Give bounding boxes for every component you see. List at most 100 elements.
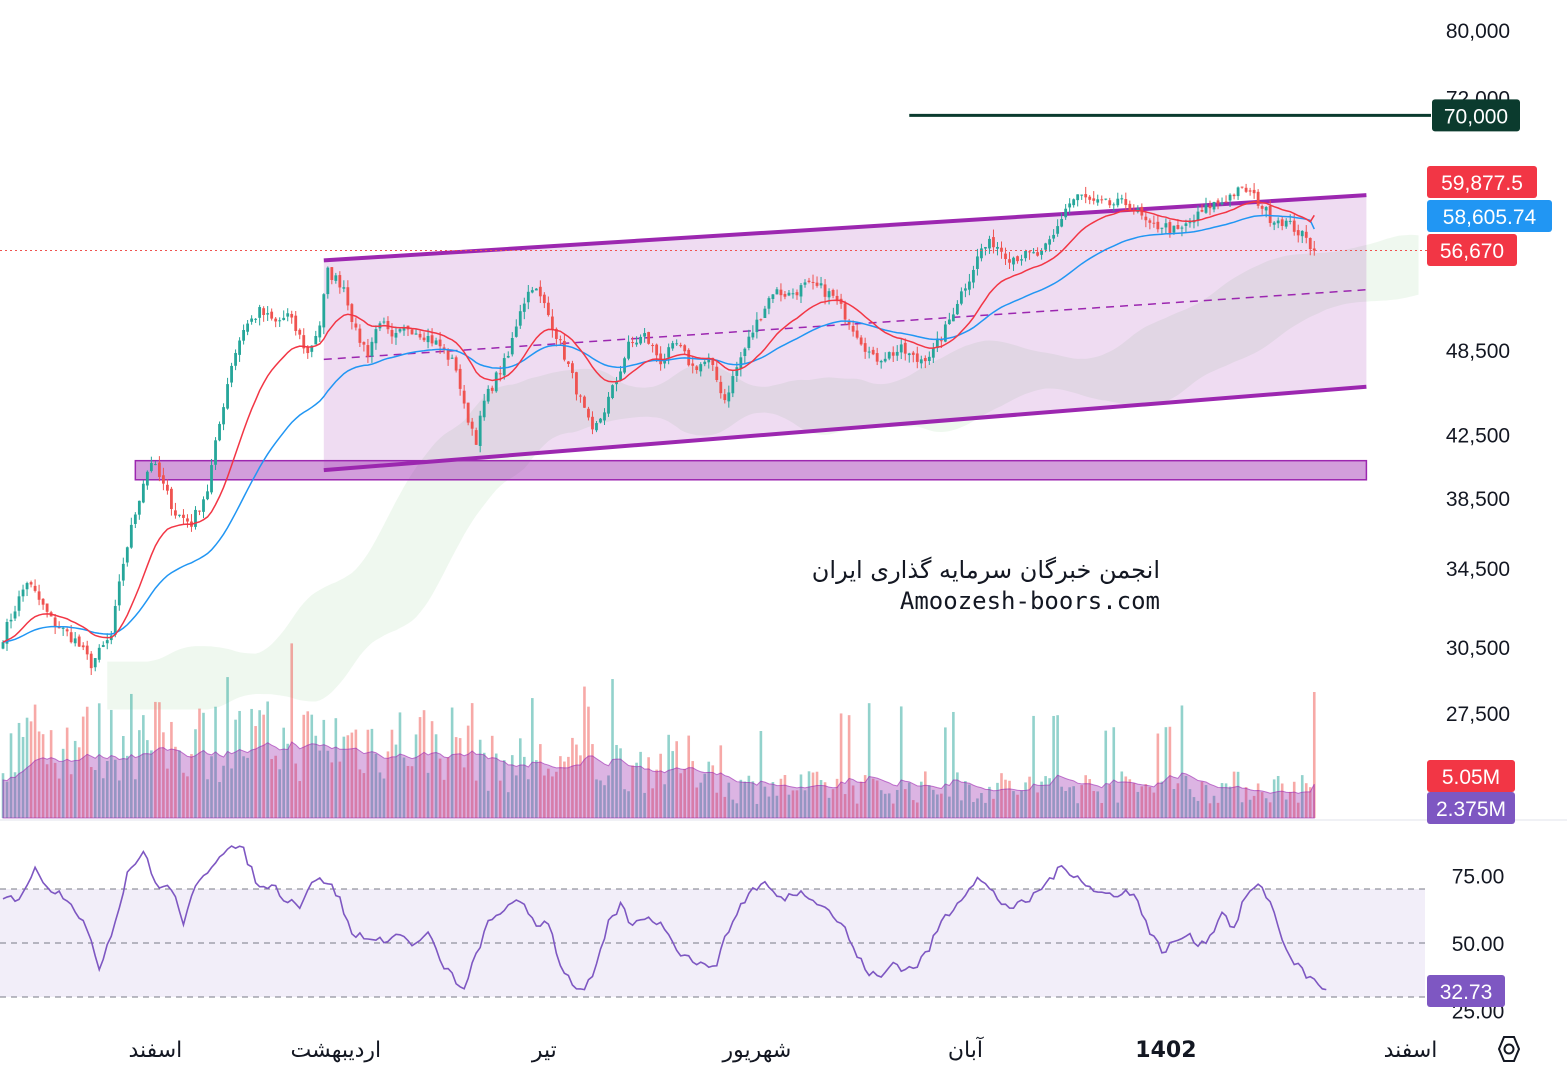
volume-bar — [130, 693, 133, 818]
candle-body — [318, 325, 322, 338]
volume-bar — [1016, 794, 1019, 818]
volume-bar — [651, 788, 654, 818]
candle-body — [667, 347, 671, 358]
volume-bar — [338, 761, 342, 818]
candle-body — [1208, 205, 1212, 209]
volume-bar — [1276, 775, 1280, 818]
candle-body — [799, 285, 803, 297]
volume-bar — [190, 754, 193, 818]
candle-body — [699, 364, 703, 372]
candle-body — [398, 329, 402, 332]
volume-bar — [1088, 779, 1092, 818]
volume-bar — [1148, 787, 1152, 818]
candle-body — [955, 303, 959, 315]
candle-body — [145, 471, 149, 486]
volume-bar — [867, 703, 871, 818]
volume-bar — [398, 712, 402, 818]
candle-body — [162, 475, 165, 484]
volume-bar — [498, 780, 502, 818]
candle-body — [1068, 203, 1072, 208]
candle-body — [1076, 194, 1080, 201]
candle-body — [627, 341, 630, 359]
volume-bar — [847, 715, 851, 818]
candle-body — [1080, 194, 1084, 196]
candle-body — [366, 345, 370, 357]
candle-body — [1268, 206, 1272, 223]
volume-bar — [342, 736, 346, 818]
badge-ema-fast-label: 59,877.5 — [1441, 172, 1523, 195]
volume-bar — [1188, 789, 1192, 818]
volume-bar — [723, 796, 727, 818]
volume-bar — [551, 776, 554, 818]
volume-bar — [1248, 799, 1252, 818]
volume-bar — [1312, 692, 1316, 818]
volume-bar — [210, 756, 213, 818]
candle-body — [703, 361, 707, 365]
volume-bar — [855, 803, 859, 818]
candle-body — [607, 396, 610, 414]
volume-bar — [250, 708, 253, 818]
volume-bar — [81, 716, 85, 818]
time-axis[interactable]: اسفند اردیبهشت تیر شهریور آبان 1402 اسفند — [128, 1036, 1521, 1063]
candle-body — [97, 647, 101, 660]
badge-rsi: 32.73 — [1427, 975, 1505, 1007]
volume-bar — [815, 771, 819, 818]
candle-body — [1088, 196, 1092, 200]
volume-bar — [350, 732, 354, 818]
candle-body — [847, 320, 851, 325]
time-tick-label: شهریور — [721, 1038, 791, 1063]
candle-body — [747, 336, 751, 348]
volume-bar — [647, 757, 650, 818]
candle-body — [382, 321, 386, 323]
candle-body — [1184, 223, 1188, 226]
volume-bar — [370, 728, 374, 818]
volume-bar — [1120, 771, 1124, 818]
volume-bar — [454, 737, 458, 818]
candle-body — [895, 351, 899, 356]
volume-bar — [1064, 790, 1067, 818]
volume-bar — [1264, 798, 1268, 818]
volume-bar — [1112, 727, 1116, 818]
candle-body — [903, 342, 907, 354]
volume-bar — [1260, 792, 1264, 818]
candle-body — [246, 323, 250, 332]
candle-body — [1220, 202, 1224, 205]
volume-bar — [222, 765, 225, 818]
volume-bar — [763, 786, 767, 818]
volume-bar — [274, 755, 277, 818]
volume-bar — [968, 784, 971, 818]
volume-bar — [988, 786, 991, 818]
volume-bar — [218, 782, 221, 818]
rsi-band — [0, 889, 1425, 997]
candle-body — [655, 344, 659, 356]
volume-bar — [17, 722, 21, 818]
candle-body — [334, 275, 338, 281]
volume-bar — [1224, 783, 1228, 818]
candle-body — [266, 313, 270, 315]
volume-bar — [731, 799, 735, 818]
candle-body — [1148, 220, 1152, 223]
volume-bar — [535, 760, 538, 818]
volume-bar — [402, 757, 406, 818]
candle-body — [434, 340, 438, 345]
volume-bar — [599, 780, 602, 818]
tradingview-settings-icon[interactable] — [1497, 1036, 1521, 1062]
volume-bar — [238, 710, 241, 818]
volume-bar — [158, 702, 161, 818]
volume-bar — [663, 784, 666, 818]
candle-body — [1152, 222, 1156, 224]
candle-body — [1156, 221, 1160, 230]
candle-body — [947, 319, 951, 325]
candle-body — [595, 423, 598, 431]
volume-bar — [531, 698, 534, 818]
candle-body — [550, 316, 554, 331]
ichimoku-cloud-area — [107, 234, 1419, 710]
candle-body — [931, 347, 935, 358]
volume-bar — [575, 744, 578, 818]
volume-bar — [1132, 783, 1136, 818]
candle-body — [827, 291, 831, 298]
badge-last-price-bg — [1427, 234, 1517, 266]
candle-body — [739, 357, 743, 369]
volume-bar — [936, 794, 939, 818]
